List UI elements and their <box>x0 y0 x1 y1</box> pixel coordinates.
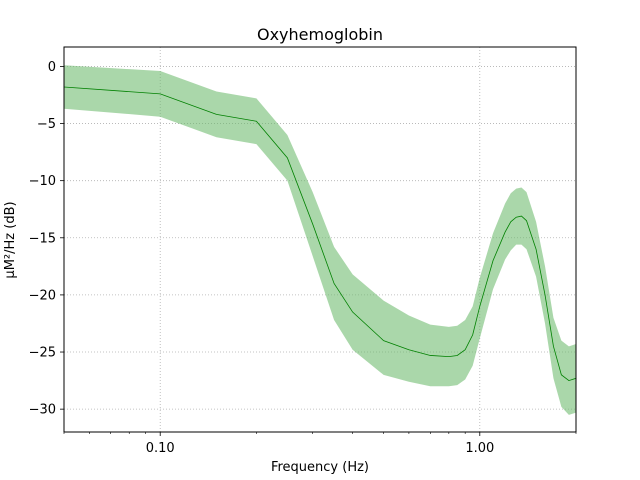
x-axis: 0.10 1.00 <box>63 432 577 456</box>
y-tick-label: −30 <box>29 403 56 418</box>
y-tick-label: 0 <box>48 60 56 75</box>
confidence-band <box>64 65 576 415</box>
x-axis-label: Frequency (Hz) <box>271 460 369 475</box>
grid-lines <box>64 47 576 432</box>
plot-area <box>64 65 576 415</box>
y-tick-label: −5 <box>37 117 56 132</box>
y-tick-label: −15 <box>29 231 56 246</box>
chart-title: Oxyhemoglobin <box>257 25 383 44</box>
x-tick-label: 1.00 <box>465 441 494 456</box>
y-axis: 0 −5 −10 −15 −20 −25 −30 <box>29 60 64 418</box>
y-tick-label: −10 <box>29 174 56 189</box>
y-tick-label: −20 <box>29 288 56 303</box>
mean-line <box>64 86 576 382</box>
plot-frame <box>63 46 577 433</box>
x-tick-label: 0.10 <box>146 441 175 456</box>
y-axis-label: µM²/Hz (dB) <box>3 201 18 278</box>
y-tick-label: −25 <box>29 346 56 361</box>
